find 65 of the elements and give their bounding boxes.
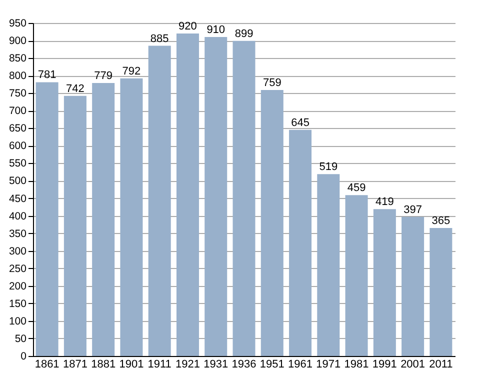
x-tick-label: 1861 xyxy=(34,358,60,370)
x-tick-label: 1871 xyxy=(62,358,88,370)
x-tick-label: 2001 xyxy=(400,358,426,370)
data-label: 645 xyxy=(291,116,310,129)
data-label: 899 xyxy=(234,28,254,40)
bar xyxy=(430,228,452,356)
y-tick-label: 600 xyxy=(8,140,27,152)
x-tick-label: 1981 xyxy=(344,358,369,370)
y-tick-label: 800 xyxy=(8,70,27,82)
y-tick-label: 950 xyxy=(8,18,27,30)
x-tick-label: 1931 xyxy=(204,358,228,370)
bar xyxy=(373,209,396,356)
y-tick-label: 150 xyxy=(8,298,27,310)
x-tick-label: 1911 xyxy=(148,358,172,370)
data-label: 365 xyxy=(432,215,450,228)
data-label: 742 xyxy=(66,82,84,95)
bar xyxy=(36,82,58,356)
y-tick-label: 250 xyxy=(8,262,27,275)
bar xyxy=(260,90,284,356)
y-tick-label: 400 xyxy=(8,210,27,222)
y-tick-label: 0 xyxy=(20,350,27,362)
x-tick-label: 1961 xyxy=(288,358,313,370)
y-tick-label: 50 xyxy=(14,332,27,345)
data-label: 419 xyxy=(375,196,394,208)
bar xyxy=(92,82,115,356)
y-tick-label: 850 xyxy=(8,52,27,65)
bar xyxy=(317,174,340,356)
x-tick-label: 1901 xyxy=(119,358,144,370)
y-tick-label: 750 xyxy=(8,88,27,100)
y-tick-label: 100 xyxy=(8,315,27,328)
y-tick-label: 500 xyxy=(8,175,27,188)
y-tick-label: 650 xyxy=(8,122,27,135)
bar xyxy=(120,78,143,356)
y-tick-label: 300 xyxy=(8,245,27,258)
x-tick-label: 2011 xyxy=(429,358,453,370)
bar xyxy=(176,34,199,356)
bar xyxy=(345,195,368,356)
data-label: 397 xyxy=(404,204,422,216)
bar xyxy=(148,46,171,356)
data-label: 781 xyxy=(38,69,56,82)
x-tick-label: 1951 xyxy=(260,358,284,370)
y-tick-label: 550 xyxy=(8,158,27,170)
bar xyxy=(64,96,86,356)
data-label: 885 xyxy=(150,32,169,45)
data-label: 779 xyxy=(94,70,113,82)
data-label: 920 xyxy=(178,20,197,33)
bar xyxy=(289,130,312,356)
bar xyxy=(402,216,424,356)
y-tick-label: 350 xyxy=(8,228,27,240)
data-label: 759 xyxy=(262,76,282,89)
bar xyxy=(232,40,256,356)
y-tick-label: 200 xyxy=(8,280,27,292)
x-tick-label: 1936 xyxy=(232,358,256,370)
data-label: 519 xyxy=(319,161,338,174)
data-label: 459 xyxy=(347,182,366,194)
y-tick-label: 900 xyxy=(8,35,27,48)
y-tick-label: 700 xyxy=(8,105,27,118)
data-label: 792 xyxy=(122,65,141,78)
bar xyxy=(204,37,228,356)
y-tick-label: 450 xyxy=(8,192,27,205)
x-tick-label: 1971 xyxy=(316,358,341,370)
data-label: 910 xyxy=(206,24,226,36)
x-tick-label: 1991 xyxy=(372,358,397,370)
x-tick-label: 1921 xyxy=(175,358,200,370)
x-tick-label: 1881 xyxy=(91,358,116,370)
